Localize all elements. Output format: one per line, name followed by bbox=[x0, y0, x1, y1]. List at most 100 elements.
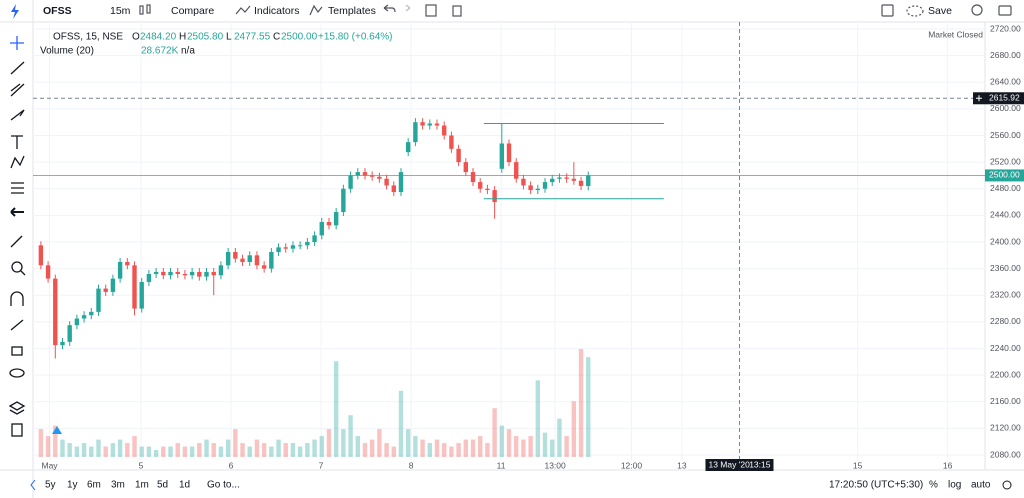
scale-option[interactable]: % bbox=[929, 480, 938, 491]
volume-bar bbox=[578, 349, 584, 457]
volume-bar bbox=[434, 439, 440, 457]
candle-body bbox=[283, 247, 288, 249]
range-button[interactable]: 5y bbox=[45, 480, 56, 491]
dividend-marker[interactable] bbox=[52, 426, 62, 434]
volume-bar bbox=[261, 443, 267, 457]
volume-bar bbox=[542, 432, 548, 457]
symbol[interactable]: OFSS bbox=[43, 5, 72, 17]
price-label: 2500.00 bbox=[989, 170, 1020, 180]
volume-bar bbox=[110, 443, 116, 457]
x-tick-label: 15 bbox=[853, 460, 863, 470]
candle-body bbox=[305, 242, 310, 246]
fullscreen[interactable] bbox=[881, 4, 894, 17]
chart-settings[interactable] bbox=[1002, 480, 1012, 490]
range-button[interactable]: 6m bbox=[87, 480, 101, 491]
save-button[interactable]: Save bbox=[928, 5, 952, 17]
drawing-tools[interactable] bbox=[8, 36, 26, 437]
candle-body bbox=[499, 143, 505, 169]
volume-bar bbox=[132, 436, 137, 457]
candle-body bbox=[290, 245, 296, 249]
delete[interactable] bbox=[452, 5, 462, 17]
settings[interactable] bbox=[971, 4, 983, 16]
volume-bar bbox=[420, 439, 425, 457]
volume-bar bbox=[398, 390, 404, 457]
templates-button[interactable]: Templates bbox=[328, 5, 376, 17]
y-tick-label: 2480.00 bbox=[990, 183, 1021, 193]
x-tick-label: 8 bbox=[409, 460, 414, 470]
x-tick-label: 12:00 bbox=[621, 460, 643, 470]
logo[interactable] bbox=[11, 4, 19, 19]
volume-bar bbox=[146, 446, 152, 457]
candle-body bbox=[103, 288, 108, 292]
goto-button[interactable]: Go to... bbox=[207, 480, 240, 491]
range-button[interactable]: 5d bbox=[157, 480, 168, 491]
volume-bar bbox=[413, 436, 418, 457]
y-tick-label: 2520.00 bbox=[990, 156, 1021, 166]
candle-body bbox=[492, 190, 497, 203]
volume-bar bbox=[182, 446, 188, 457]
volume-bar bbox=[521, 439, 526, 457]
snapshot[interactable] bbox=[998, 5, 1012, 16]
volume-bar bbox=[470, 439, 476, 457]
scale-option[interactable]: auto bbox=[971, 480, 991, 491]
candle-body bbox=[521, 178, 526, 186]
market-status: Market Closed bbox=[928, 29, 983, 39]
volume-bar bbox=[369, 439, 375, 457]
crosshair-plus[interactable] bbox=[976, 95, 982, 102]
candle-body bbox=[110, 278, 116, 292]
indicators-icon[interactable] bbox=[235, 5, 251, 15]
candle-body bbox=[535, 188, 541, 191]
range-button[interactable]: 1y bbox=[67, 480, 78, 491]
volume-bar bbox=[168, 446, 173, 457]
price-label-box bbox=[985, 169, 1024, 182]
candle-body bbox=[132, 265, 137, 309]
candle-body bbox=[139, 281, 144, 309]
volume-value: 28.672K bbox=[141, 46, 179, 57]
y-tick-label: 2680.00 bbox=[990, 50, 1021, 60]
volume-bar bbox=[449, 446, 454, 457]
volume-bar bbox=[427, 443, 432, 457]
volume-bar bbox=[283, 443, 288, 457]
save-icon[interactable] bbox=[425, 4, 437, 17]
candle-body bbox=[470, 172, 476, 183]
volume-bar bbox=[341, 429, 346, 457]
crosshair-time: 13:15 bbox=[749, 459, 771, 469]
candle-body bbox=[413, 122, 418, 143]
volume-bar bbox=[38, 429, 44, 457]
candle-body bbox=[218, 265, 224, 276]
volume-bar bbox=[233, 429, 238, 457]
scale-option[interactable]: log bbox=[948, 480, 961, 491]
cloud[interactable] bbox=[906, 5, 924, 17]
redo[interactable] bbox=[405, 4, 411, 12]
legend-symbol: OFSS, 15, NSE bbox=[53, 32, 123, 43]
collapse[interactable] bbox=[30, 479, 36, 491]
y-tick-label: 2160.00 bbox=[990, 396, 1021, 406]
candle-body bbox=[74, 318, 80, 326]
chart-type-icon[interactable] bbox=[139, 4, 151, 15]
range-button[interactable]: 3m bbox=[111, 480, 125, 491]
templates-icon[interactable] bbox=[309, 4, 323, 16]
undo[interactable] bbox=[383, 4, 396, 13]
volume-bar bbox=[247, 446, 252, 457]
volume-bar bbox=[550, 439, 555, 457]
y-tick-label: 2360.00 bbox=[990, 263, 1021, 273]
compare-button[interactable]: Compare bbox=[171, 5, 214, 17]
volume-bar bbox=[442, 443, 447, 457]
candle-body bbox=[528, 185, 533, 191]
volume-bar bbox=[492, 408, 497, 457]
volume-bar bbox=[74, 446, 80, 457]
volume-bar bbox=[478, 436, 483, 457]
candle-body bbox=[211, 271, 216, 276]
volume-bar bbox=[96, 439, 101, 457]
legend-field-label: H bbox=[179, 32, 186, 43]
candle-body bbox=[81, 315, 87, 319]
candle-body bbox=[557, 177, 562, 179]
candle-body bbox=[168, 271, 173, 276]
volume-bar bbox=[391, 446, 396, 457]
indicators-button[interactable]: Indicators bbox=[254, 5, 300, 17]
range-button[interactable]: 1d bbox=[179, 480, 190, 491]
interval[interactable]: 15m bbox=[110, 5, 131, 17]
legend-field-value: 2477.55 bbox=[234, 32, 271, 43]
volume-bar bbox=[153, 450, 159, 457]
range-button[interactable]: 1m bbox=[135, 480, 149, 491]
